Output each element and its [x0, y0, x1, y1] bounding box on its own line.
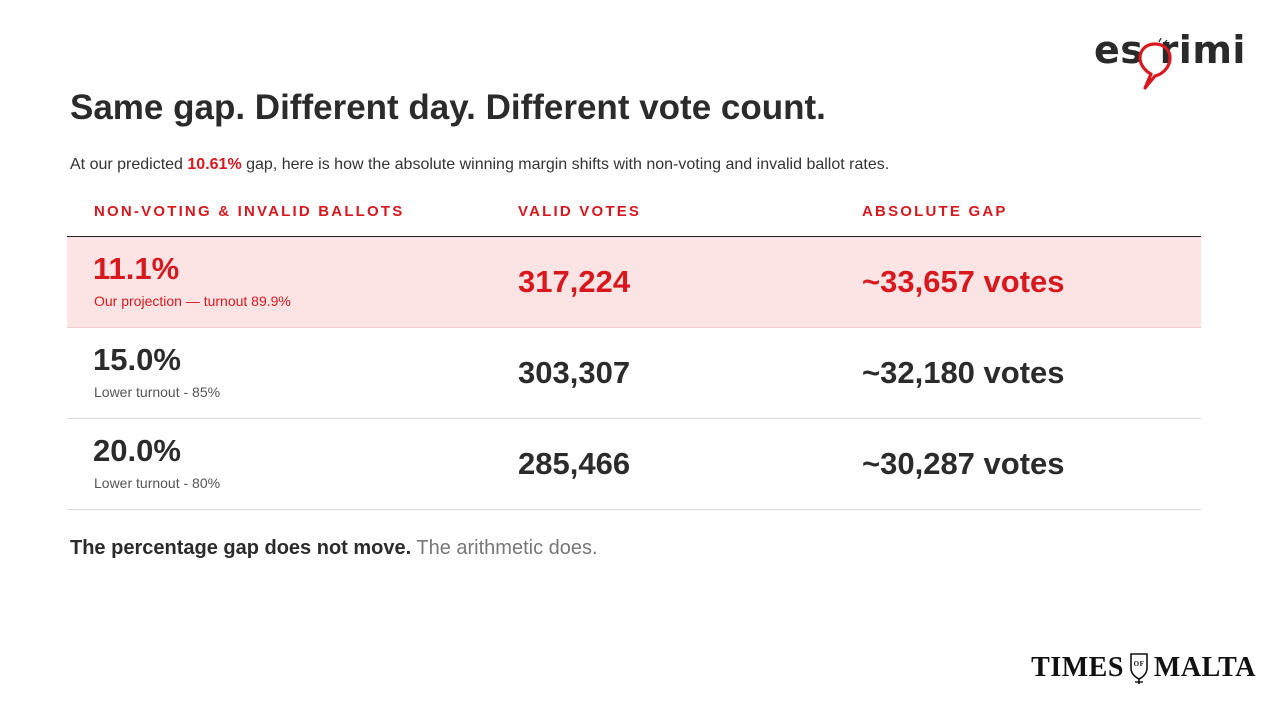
- header-valid-votes: VALID VOTES: [518, 203, 642, 220]
- conclusion-soft: The arithmetic does.: [411, 537, 598, 559]
- header-absolute-gap: ABSOLUTE GAP: [862, 203, 1008, 220]
- page-title: Same gap. Different day. Different vote …: [70, 88, 826, 127]
- row-note: Our projection — turnout 89.9%: [94, 293, 291, 309]
- row-absolute-gap: ~32,180 votes: [862, 355, 1065, 390]
- conclusion-statement: The percentage gap does not move. The ar…: [70, 537, 598, 560]
- masthead-left: TIMES: [1031, 652, 1124, 683]
- masthead-right: MALTA: [1153, 652, 1256, 683]
- esprimi-logo: es rimi: [1094, 26, 1254, 90]
- times-of-malta-logo: TIMES OF MALTA: [1031, 650, 1256, 686]
- row-valid-votes: 317,224: [518, 264, 631, 299]
- table-row: 15.0% Lower turnout - 85% 303,307 ~32,18…: [67, 328, 1201, 419]
- svg-text:OF: OF: [1134, 660, 1145, 668]
- row-valid-votes: 303,307: [518, 355, 631, 390]
- subtitle: At our predicted 10.61% gap, here is how…: [70, 156, 889, 174]
- vote-margin-table: NON-VOTING & INVALID BALLOTS VALID VOTES…: [67, 196, 1201, 510]
- subtitle-prefix: At our predicted: [70, 156, 188, 173]
- row-valid-votes: 285,466: [518, 446, 631, 481]
- predicted-gap-highlight: 10.61%: [187, 156, 242, 173]
- table-header: NON-VOTING & INVALID BALLOTS VALID VOTES…: [67, 196, 1201, 236]
- row-rate: 15.0%: [93, 342, 181, 377]
- row-note: Lower turnout - 85%: [94, 384, 221, 400]
- row-absolute-gap: ~30,287 votes: [862, 446, 1065, 481]
- header-non-voting: NON-VOTING & INVALID BALLOTS: [94, 203, 405, 220]
- table-row: 20.0% Lower turnout - 80% 285,466 ~30,28…: [67, 419, 1201, 510]
- conclusion-strong: The percentage gap does not move.: [70, 537, 412, 559]
- row-note: Lower turnout - 80%: [94, 475, 221, 491]
- location-pin-icon: [1138, 38, 1172, 90]
- row-rate: 20.0%: [93, 433, 181, 468]
- row-absolute-gap: ~33,657 votes: [862, 264, 1065, 299]
- subtitle-suffix: gap, here is how the absolute winning ma…: [241, 156, 890, 173]
- table-row-projection: 11.1% Our projection — turnout 89.9% 317…: [67, 236, 1201, 328]
- crest-icon: OF: [1130, 653, 1148, 684]
- row-rate: 11.1%: [93, 251, 180, 286]
